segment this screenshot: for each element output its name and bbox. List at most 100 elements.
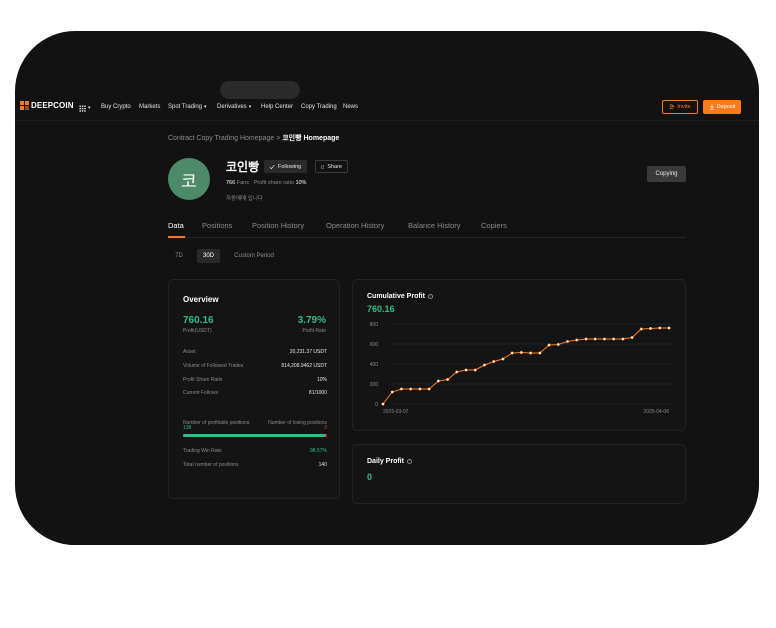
- profit-rate-value: 3.79%: [297, 315, 326, 326]
- tab-operation-history[interactable]: Operation History: [326, 221, 385, 230]
- data-point: [519, 350, 523, 355]
- fans-count: 766: [226, 180, 236, 186]
- data-point: [418, 387, 422, 391]
- stat-row: Volume of Followed Trades 814,208.9462 US…: [183, 363, 327, 369]
- nav-markets[interactable]: Markets: [139, 104, 161, 110]
- following-button[interactable]: Following: [264, 160, 307, 173]
- profit-rate-label: Profit Rate: [302, 328, 326, 334]
- fans-label: Fans: [236, 180, 249, 186]
- tab-positions[interactable]: Positions: [202, 221, 233, 230]
- avatar: 코: [168, 158, 210, 200]
- data-point: [381, 402, 385, 406]
- data-point: [492, 359, 496, 364]
- y-tick-label: 0: [375, 402, 378, 408]
- data-point: [464, 368, 468, 372]
- stat-row: Trading Win Rate 98.57%: [183, 448, 327, 454]
- cumulative-profit-card: Cumulative Profit 760.16 0 200 400 600 800 20…: [352, 279, 686, 431]
- chevron-down-icon: ▾: [248, 104, 252, 110]
- overview-card: Overview 760.16 Profit(USDT) 3.79% Profi…: [168, 279, 340, 499]
- data-point: [593, 337, 597, 341]
- nav-derivatives[interactable]: Derivatives ▾: [217, 104, 252, 110]
- data-point: [510, 351, 514, 355]
- tab-copiers[interactable]: Copiers: [481, 221, 507, 230]
- data-point: [648, 326, 653, 331]
- positions-labels: Number of profitable positions Number of…: [183, 420, 327, 426]
- data-point: [538, 351, 542, 355]
- profile-name: 코인빵: [226, 160, 260, 174]
- info-icon[interactable]: [427, 294, 433, 299]
- download-icon: [709, 104, 714, 110]
- tab-balance-history[interactable]: Balance History: [408, 221, 461, 230]
- y-tick-label: 600: [370, 342, 379, 348]
- camera-notch: [220, 81, 300, 99]
- stat-row: Asset 20,231.37 USDT: [183, 349, 327, 355]
- daily-profit-card: Daily Profit 0: [352, 444, 686, 504]
- data-point: [584, 337, 588, 341]
- cumulative-profit-title: Cumulative Profit: [367, 293, 433, 300]
- copying-button[interactable]: Copying: [647, 166, 686, 182]
- logo-text: DEEPCOIN: [31, 101, 74, 110]
- apps-grid-icon[interactable]: ▾: [79, 103, 93, 113]
- stat-row: Profit Share Ratio 10%: [183, 377, 327, 383]
- data-point: [658, 326, 662, 330]
- win-loss-bar: [183, 434, 327, 437]
- profit-label: Profit(USDT): [183, 328, 212, 334]
- losing-positions-label: Number of losing positions: [268, 420, 327, 426]
- data-point: [455, 370, 459, 374]
- y-tick-label: 200: [370, 382, 379, 388]
- deposit-button[interactable]: Deposit: [703, 100, 741, 114]
- share-icon: [321, 165, 325, 168]
- profile-stats: 766 Fans Profit share ratio 10%: [226, 180, 306, 186]
- period-7d[interactable]: 7D: [175, 253, 183, 259]
- share-button[interactable]: Share: [315, 160, 348, 173]
- profitable-positions-label: Number of profitable positions: [183, 420, 250, 426]
- cumulative-profit-chart: 0 200 400 600 800 2025-03-07 2025-04-06: [370, 322, 671, 415]
- profit-value: 760.16: [183, 315, 214, 326]
- data-point: [575, 338, 579, 342]
- share-ratio-label: Profit share ratio: [253, 180, 294, 186]
- nav-copy-trading[interactable]: Copy Trading: [301, 104, 337, 110]
- top-nav: DEEPCOIN ▾ Buy Crypto Markets Spot Tradi…: [15, 97, 759, 121]
- nav-news[interactable]: News: [343, 104, 359, 110]
- nav-divider: [15, 120, 759, 121]
- tab-position-history[interactable]: Position History: [252, 221, 305, 230]
- data-point: [630, 335, 634, 340]
- data-point: [529, 351, 533, 355]
- daily-profit-title: Daily Profit: [367, 458, 412, 465]
- data-point: [565, 339, 570, 344]
- nav-buy-crypto[interactable]: Buy Crypto: [101, 104, 131, 110]
- period-30d[interactable]: 30D: [197, 249, 220, 263]
- data-point: [547, 343, 551, 347]
- nav-help-center[interactable]: Help Center: [261, 104, 294, 110]
- data-point: [667, 326, 671, 330]
- data-point: [639, 327, 643, 331]
- tab-data[interactable]: Data: [168, 221, 184, 230]
- period-custom[interactable]: Custom Period: [234, 253, 274, 259]
- breadcrumb: Contract Copy Trading Homepage > 코인빵 Hom…: [168, 133, 339, 143]
- data-point: [612, 337, 616, 341]
- info-icon[interactable]: [406, 459, 412, 464]
- chevron-down-icon: ▾: [88, 105, 91, 111]
- losing-count: 2: [324, 425, 327, 431]
- stat-row: Total number of positions 140: [183, 462, 327, 468]
- x-tick-label: 2025-04-06: [643, 409, 669, 415]
- add-user-icon: [669, 104, 675, 110]
- chevron-down-icon: ▾: [204, 104, 207, 110]
- y-tick-label: 400: [370, 362, 379, 368]
- device-frame: DEEPCOIN ▾ Buy Crypto Markets Spot Tradi…: [15, 31, 759, 545]
- breadcrumb-separator: >: [276, 135, 281, 142]
- invite-button[interactable]: Invite: [662, 100, 698, 114]
- deepcoin-logo[interactable]: DEEPCOIN: [20, 101, 74, 110]
- active-tab-indicator: [168, 236, 185, 238]
- data-point: [556, 342, 560, 347]
- data-point: [482, 363, 487, 367]
- nav-spot-trading[interactable]: Spot Trading ▾: [168, 104, 207, 110]
- data-point: [473, 368, 477, 372]
- overview-title: Overview: [183, 295, 219, 304]
- cumulative-profit-line: [382, 327, 669, 405]
- data-point: [409, 387, 413, 391]
- cumulative-profit-value: 760.16: [367, 304, 395, 314]
- positions-counts: 138 2: [183, 425, 327, 431]
- breadcrumb-parent-link[interactable]: Contract Copy Trading Homepage: [168, 135, 275, 142]
- data-point: [446, 377, 450, 382]
